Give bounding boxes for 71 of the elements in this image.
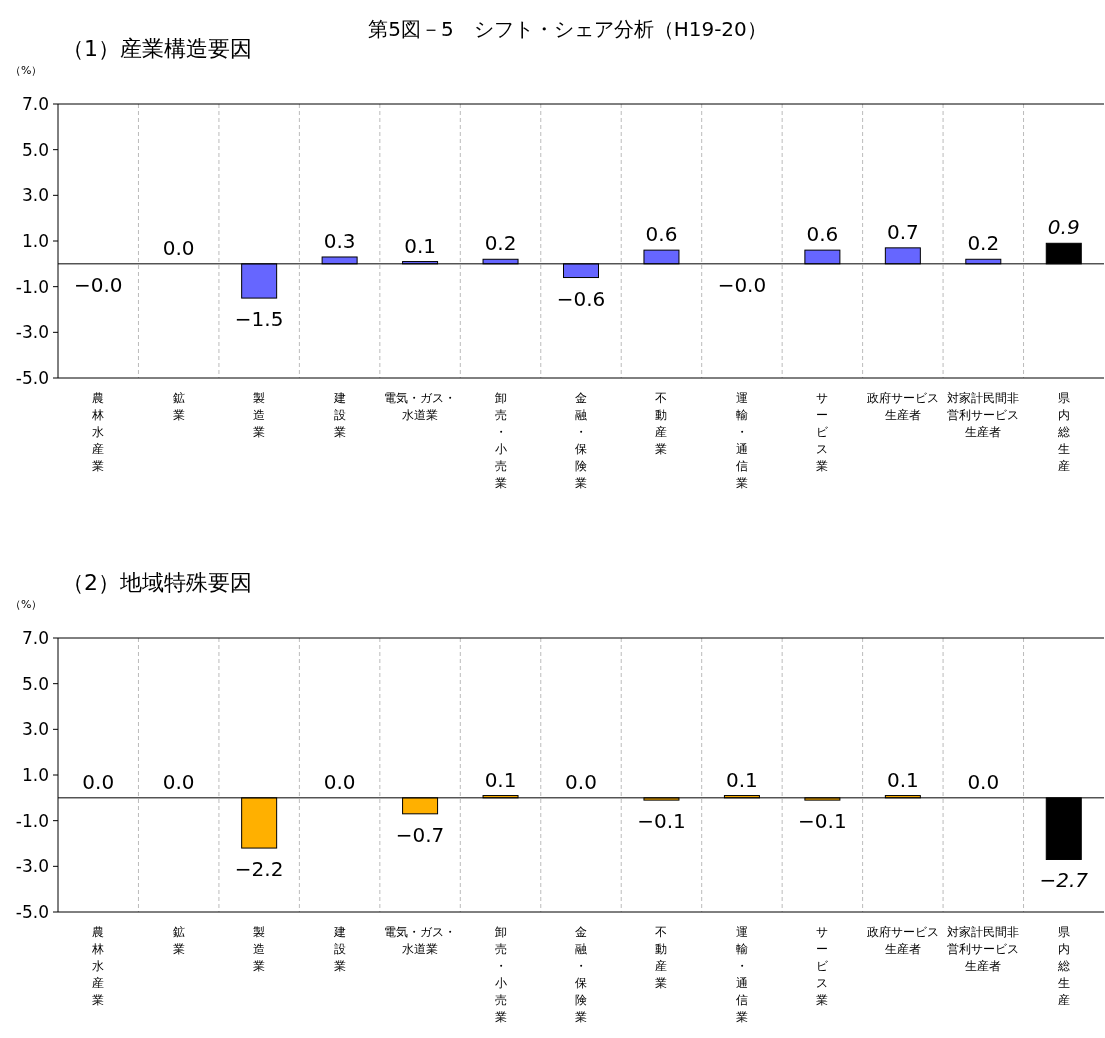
y-tick-label: 1.0 bbox=[21, 230, 49, 251]
data-label: −0.1 bbox=[798, 809, 847, 834]
data-label: −2.7 bbox=[1039, 868, 1089, 893]
data-label: 0.0 bbox=[162, 769, 195, 794]
data-label: 0.6 bbox=[645, 222, 678, 247]
y-tick-label: -3.0 bbox=[15, 856, 49, 877]
data-label: −0.0 bbox=[717, 272, 767, 297]
data-label: 0.6 bbox=[806, 222, 839, 247]
y-tick-label: 1.0 bbox=[21, 764, 49, 785]
data-label: 0.0 bbox=[162, 235, 195, 260]
data-label: 0.0 bbox=[565, 769, 597, 794]
y-axis-title: （%） bbox=[10, 64, 43, 77]
x-tick-label: 対家計民間非営利サービス生産者 bbox=[947, 925, 1020, 973]
x-tick-label: 政府サービス生産者 bbox=[866, 925, 939, 956]
y-tick-label: 5.0 bbox=[21, 139, 49, 160]
data-label: 0.0 bbox=[323, 769, 356, 794]
data-label: 0.0 bbox=[967, 769, 1000, 794]
data-label: 0.1 bbox=[726, 767, 758, 792]
x-tick-label: 不動産業 bbox=[655, 925, 668, 990]
y-tick-label: 7.0 bbox=[21, 93, 49, 114]
data-label: −2.2 bbox=[234, 857, 284, 882]
x-tick-label: 不動産業 bbox=[655, 391, 668, 456]
y-tick-label: 5.0 bbox=[21, 673, 49, 694]
x-tick-label: サービス業 bbox=[816, 391, 830, 473]
data-label: −0.6 bbox=[556, 286, 606, 311]
y-tick-label: 3.0 bbox=[21, 185, 49, 206]
data-label: −0.1 bbox=[637, 809, 686, 834]
x-tick-label: 農林水産業 bbox=[91, 925, 105, 1007]
x-tick-label: 対家計民間非営利サービス生産者 bbox=[947, 391, 1020, 439]
x-tick-label: 卸売・小売業 bbox=[494, 925, 507, 1024]
x-tick-label: 製造業 bbox=[253, 925, 266, 973]
y-tick-label: -5.0 bbox=[15, 367, 49, 388]
chart-subtitle: （2）地域特殊要因 bbox=[62, 570, 252, 595]
x-tick-label: 鉱業 bbox=[172, 391, 185, 422]
y-tick-label: -5.0 bbox=[15, 901, 49, 922]
chart-subtitle: （1）産業構造要因 bbox=[62, 36, 252, 61]
x-tick-label: 県内総生産 bbox=[1056, 391, 1070, 473]
y-tick-label: -3.0 bbox=[15, 322, 49, 343]
data-label: −1.5 bbox=[234, 307, 284, 332]
x-tick-label: 建設業 bbox=[332, 925, 346, 973]
x-tick-label: 金融・保険業 bbox=[575, 391, 587, 490]
x-tick-label: 県内総生産 bbox=[1056, 925, 1070, 1007]
x-tick-label: 卸売・小売業 bbox=[494, 391, 507, 490]
x-tick-label: 運輸・通信業 bbox=[735, 391, 748, 490]
x-tick-label: 金融・保険業 bbox=[575, 925, 587, 1024]
y-tick-label: 7.0 bbox=[21, 627, 49, 648]
data-label: 0.1 bbox=[484, 767, 517, 792]
chart-title: 第5図－5 シフト・シェア分析（H19-20） bbox=[368, 17, 767, 41]
data-label: 0.7 bbox=[886, 219, 919, 244]
data-label: −0.0 bbox=[73, 272, 123, 297]
data-label: 0.2 bbox=[484, 231, 517, 256]
data-label: 0.9 bbox=[1047, 215, 1080, 240]
data-label: 0.0 bbox=[82, 769, 115, 794]
data-label: 0.1 bbox=[404, 233, 436, 258]
x-tick-label: サービス業 bbox=[816, 925, 830, 1007]
data-label: 0.1 bbox=[886, 767, 919, 792]
y-tick-label: 3.0 bbox=[21, 719, 49, 740]
data-label: 0.2 bbox=[967, 231, 1000, 256]
y-tick-label: -1.0 bbox=[15, 276, 49, 297]
x-tick-label: 鉱業 bbox=[172, 925, 185, 956]
y-tick-label: -1.0 bbox=[15, 810, 49, 831]
x-tick-label: 政府サービス生産者 bbox=[866, 391, 939, 422]
y-axis-title: （%） bbox=[10, 598, 43, 611]
x-tick-label: 製造業 bbox=[253, 391, 266, 439]
x-tick-label: 建設業 bbox=[332, 391, 346, 439]
x-tick-label: 農林水産業 bbox=[91, 391, 105, 473]
x-tick-label: 電気・ガス・水道業 bbox=[384, 391, 457, 422]
data-label: 0.3 bbox=[323, 228, 356, 253]
data-label: −0.7 bbox=[395, 822, 445, 847]
x-tick-label: 運輸・通信業 bbox=[735, 925, 748, 1024]
x-tick-label: 電気・ガス・水道業 bbox=[384, 925, 457, 956]
